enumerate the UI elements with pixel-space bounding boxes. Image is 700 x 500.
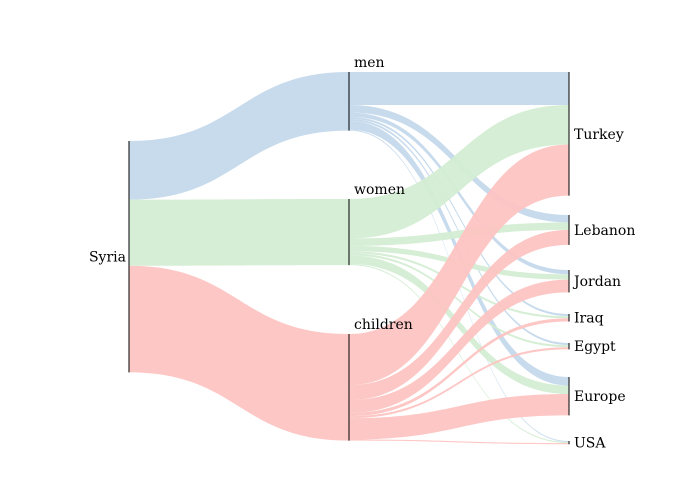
link-children-jordan[interactable]: [349, 279, 569, 413]
links-layer: [129, 72, 569, 445]
node-label-iraq: Iraq: [574, 311, 604, 327]
link-children-europe[interactable]: [349, 394, 569, 440]
node-label-jordan: Jordan: [572, 274, 621, 290]
link-men-iraq[interactable]: [349, 116, 569, 317]
link-women-turkey[interactable]: [349, 105, 569, 239]
link-men-jordan[interactable]: [349, 112, 569, 275]
link-women-usa[interactable]: [349, 264, 569, 444]
link-children-usa[interactable]: [349, 439, 569, 445]
link-women-lebanon[interactable]: [349, 222, 569, 246]
link-children-turkey[interactable]: [349, 144, 569, 386]
node-label-children: children: [354, 317, 413, 333]
node-label-syria: Syria: [89, 250, 126, 266]
node-label-women: women: [354, 182, 405, 198]
link-syria-women[interactable]: [129, 199, 349, 266]
link-women-egypt[interactable]: [349, 253, 569, 348]
link-syria-men[interactable]: [129, 72, 349, 200]
node-label-men: men: [354, 55, 385, 71]
nodes-layer: [128, 72, 570, 445]
link-children-iraq[interactable]: [349, 318, 569, 417]
labels-layer: Syria men women children Turkey Lebanon Jordan…: [89, 55, 635, 452]
link-women-europe[interactable]: [349, 255, 569, 395]
node-label-lebanon: Lebanon: [574, 223, 635, 239]
link-children-egypt[interactable]: [349, 347, 569, 419]
node-label-turkey: Turkey: [574, 127, 624, 143]
link-syria-children[interactable]: [129, 265, 349, 441]
link-children-lebanon[interactable]: [349, 229, 569, 401]
link-men-turkey[interactable]: [349, 72, 569, 106]
node-label-europe: Europe: [574, 389, 626, 405]
node-label-usa: USA: [574, 436, 606, 452]
node-label-egypt: Egypt: [574, 339, 616, 355]
